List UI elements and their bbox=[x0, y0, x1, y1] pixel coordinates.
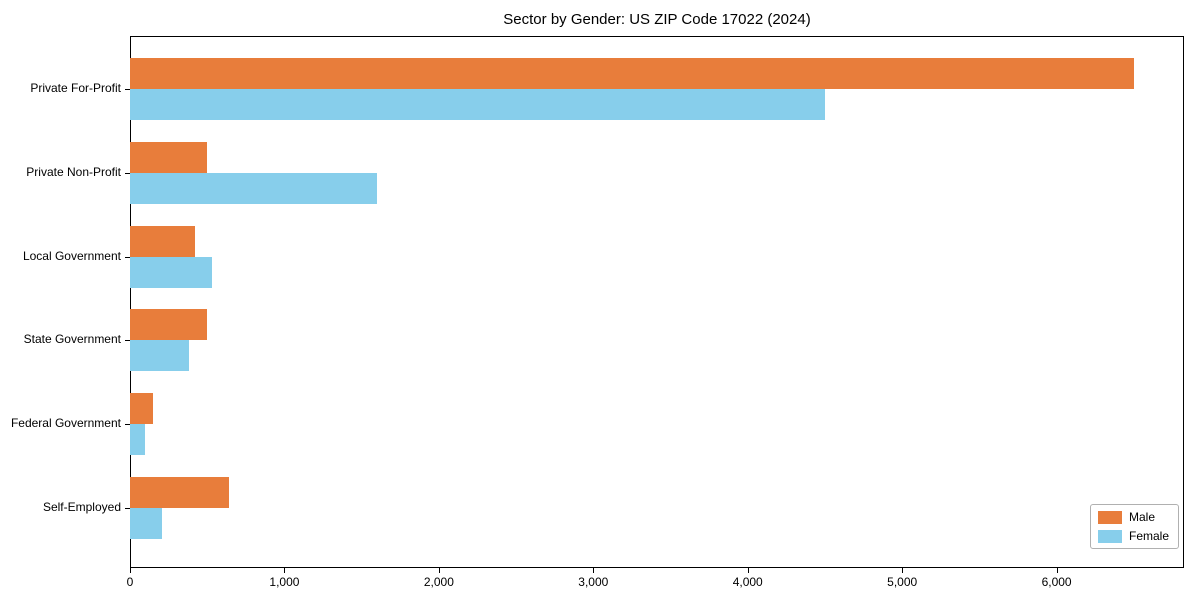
legend-item-female: Female bbox=[1098, 529, 1171, 543]
x-tick-label: 1,000 bbox=[269, 575, 300, 589]
bar-female-state-government bbox=[130, 340, 189, 372]
legend-label-male: Male bbox=[1129, 510, 1156, 524]
bar-female-local-government bbox=[130, 256, 212, 288]
legend-swatch-female bbox=[1098, 529, 1122, 543]
y-tick-label-state-government: State Government bbox=[23, 332, 121, 347]
y-tick-mark bbox=[125, 172, 130, 174]
x-tick-mark bbox=[902, 568, 904, 573]
x-tick-label: 3,000 bbox=[578, 575, 609, 589]
bar-female-private-for-profit bbox=[130, 89, 825, 120]
y-tick-label-private-non-profit: Private Non-Profit bbox=[26, 164, 121, 179]
bar-female-federal-government bbox=[130, 424, 146, 456]
x-tick-label: 6,000 bbox=[1041, 575, 1072, 589]
bar-male-local-government bbox=[130, 225, 195, 257]
y-tick-label-federal-government: Federal Government bbox=[10, 416, 121, 431]
x-tick-mark bbox=[284, 568, 286, 573]
y-tick-mark bbox=[125, 256, 130, 258]
legend-label-female: Female bbox=[1129, 529, 1170, 543]
bar-female-private-non-profit bbox=[130, 172, 378, 204]
x-tick-mark bbox=[747, 568, 749, 573]
bar-male-private-for-profit bbox=[130, 58, 1134, 89]
x-tick-mark bbox=[593, 568, 595, 573]
bar-male-federal-government bbox=[130, 393, 154, 425]
y-tick-mark bbox=[125, 340, 130, 342]
plot-area bbox=[130, 36, 1184, 568]
x-tick-label: 0 bbox=[126, 575, 134, 589]
x-tick-mark bbox=[130, 568, 131, 573]
y-tick-mark bbox=[125, 508, 130, 509]
x-tick-label: 5,000 bbox=[887, 575, 918, 589]
bar-male-private-non-profit bbox=[130, 141, 208, 173]
legend-item-male: Male bbox=[1098, 510, 1171, 524]
bar-male-self-employed bbox=[130, 477, 229, 508]
x-tick-mark bbox=[1056, 568, 1058, 573]
x-tick-label: 2,000 bbox=[423, 575, 454, 589]
y-tick-label-self-employed: Self-Employed bbox=[42, 500, 121, 514]
legend: Male Female bbox=[1090, 504, 1179, 549]
y-tick-mark bbox=[125, 89, 130, 90]
bar-female-self-employed bbox=[130, 508, 163, 539]
y-tick-label-private-for-profit: Private For-Profit bbox=[30, 81, 121, 95]
chart-title: Sector by Gender: US ZIP Code 17022 (202… bbox=[503, 11, 811, 28]
x-tick-label: 4,000 bbox=[732, 575, 763, 589]
y-tick-label-local-government: Local Government bbox=[22, 248, 121, 263]
legend-swatch-male bbox=[1098, 510, 1122, 524]
y-tick-mark bbox=[125, 424, 130, 426]
bar-male-state-government bbox=[130, 309, 208, 341]
x-tick-mark bbox=[438, 568, 440, 573]
